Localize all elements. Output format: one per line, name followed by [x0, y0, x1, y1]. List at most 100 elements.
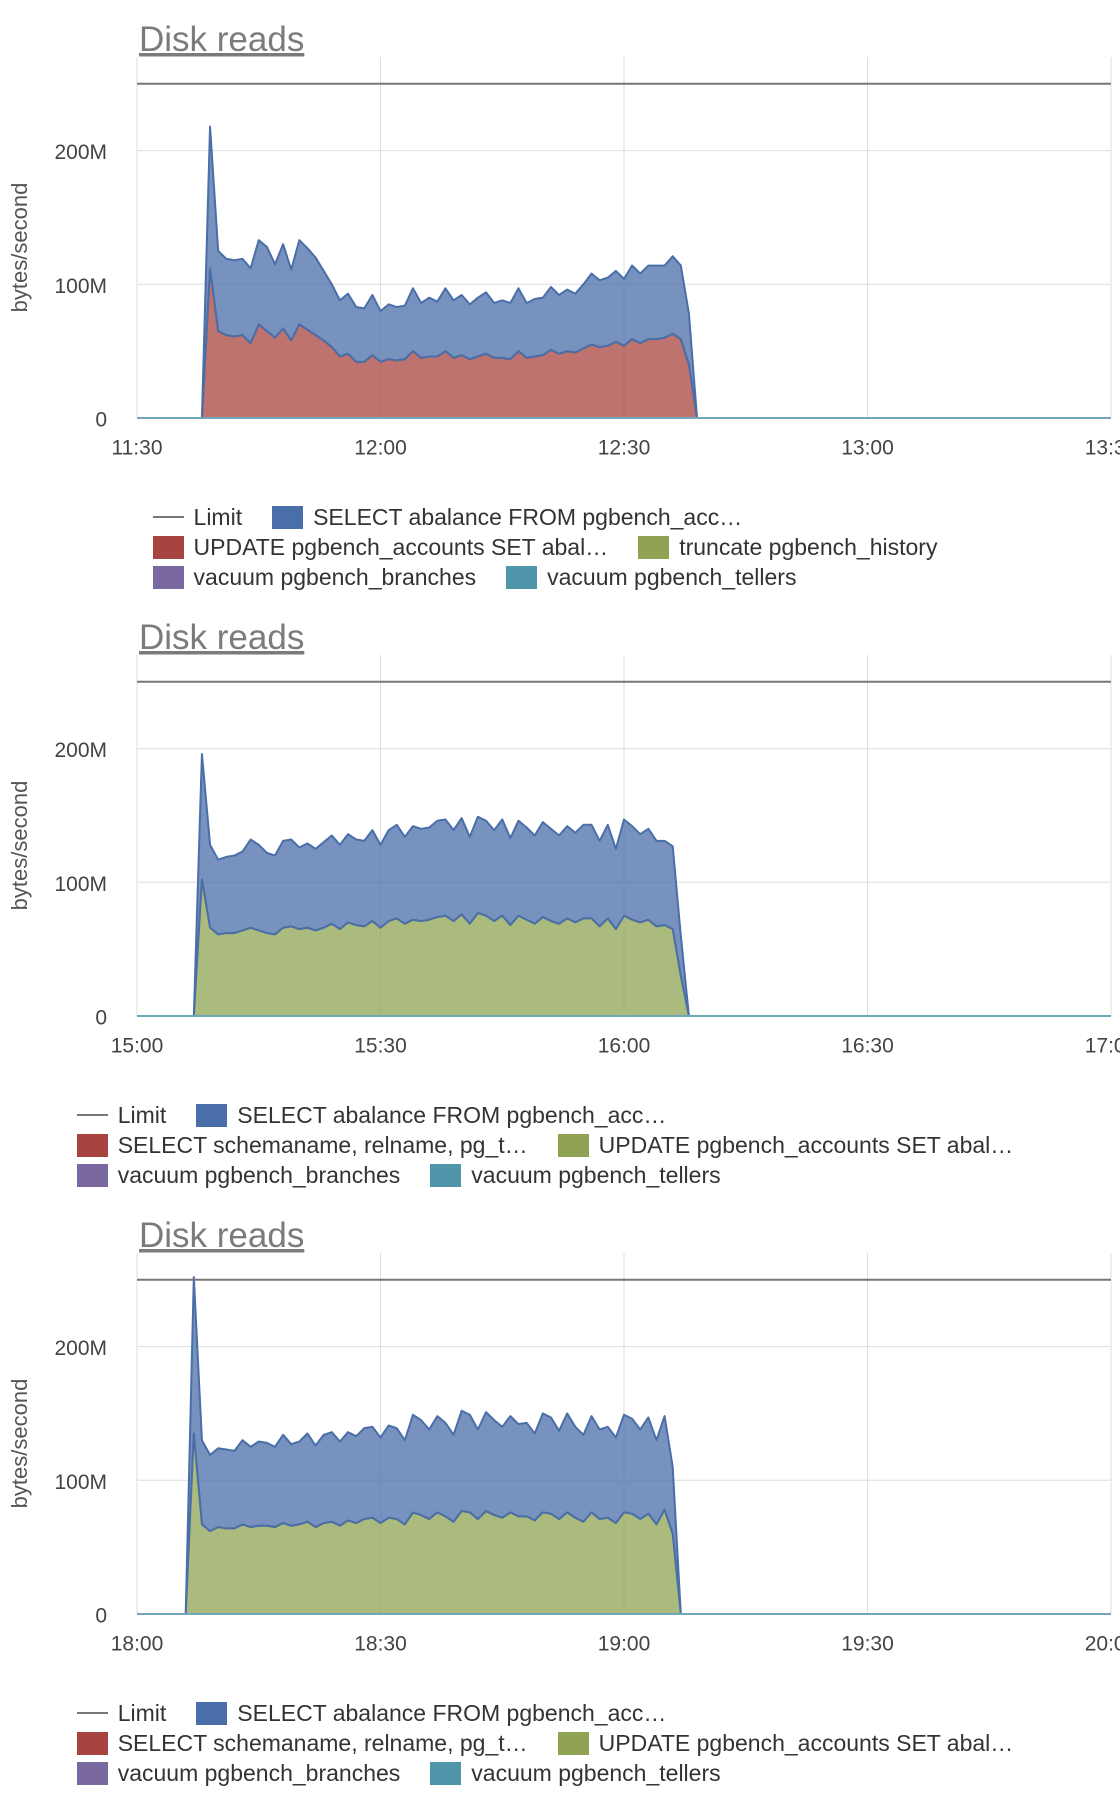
legend-item: SELECT abalance FROM pgbench_acc…	[272, 504, 742, 531]
legend-item: UPDATE pgbench_accounts SET abal…	[557, 1131, 1014, 1159]
legend-item: Limit	[76, 1699, 167, 1727]
chart-block: Disk reads bytes/second 11:30 12:00 12:30 13:…	[0, 0, 1120, 598]
chart-block: Disk reads bytes/second 15:00 15:30 16:00 16:…	[0, 598, 1120, 1196]
legend-row: SELECT schemaname, relname, pg_t… UPDATE …	[76, 1130, 1044, 1160]
y-tick-label: 100M	[54, 275, 107, 298]
legend-label: SELECT schemaname, relname, pg_t…	[117, 1729, 528, 1756]
legend: Limit SELECT abalance FROM pgbench_acc… SE…	[0, 1698, 1120, 1790]
y-tick-label: 0	[95, 409, 107, 432]
x-tick-label: 15:00	[111, 1035, 164, 1058]
legend-label: SELECT abalance FROM pgbench_acc…	[237, 1699, 667, 1726]
legend-label: SELECT abalance FROM pgbench_acc…	[237, 1101, 667, 1128]
legend-row: vacuum pgbench_branches vacuum pgbench_te…	[76, 1758, 1044, 1788]
y-tick-label: 100M	[54, 873, 107, 896]
legend-label: vacuum pgbench_tellers	[471, 1759, 721, 1786]
legend-label: SELECT abalance FROM pgbench_acc…	[313, 503, 743, 530]
legend-item: vacuum pgbench_tellers	[430, 1161, 721, 1189]
y-tick-label: 0	[95, 1007, 107, 1030]
legend-swatch	[76, 1133, 108, 1157]
legend-row: vacuum pgbench_branches vacuum pgbench_te…	[152, 562, 968, 592]
x-tick-label: 18:00	[111, 1633, 164, 1656]
x-tick-label: 15:30	[354, 1035, 407, 1058]
y-axis-label: bytes/second	[7, 781, 32, 911]
legend-swatch	[638, 535, 670, 559]
legend-label: UPDATE pgbench_accounts SET abal…	[598, 1131, 1014, 1158]
legend-item: vacuum pgbench_branches	[76, 1161, 401, 1189]
legend-swatch	[196, 1103, 228, 1127]
chart-block: Disk reads bytes/second 18:00 18:30 19:00 19:…	[0, 1196, 1120, 1794]
legend-swatch	[152, 516, 184, 518]
legend-label: UPDATE pgbench_accounts SET abal…	[193, 533, 609, 560]
x-tick-label: 16:30	[841, 1035, 894, 1058]
x-tick-label: 12:30	[598, 437, 651, 460]
legend-item: vacuum pgbench_branches	[152, 563, 477, 591]
legend-swatch	[557, 1133, 589, 1157]
legend-label: vacuum pgbench_tellers	[471, 1161, 721, 1188]
x-tick-label: 19:30	[841, 1633, 894, 1656]
legend-item: UPDATE pgbench_accounts SET abal…	[152, 533, 609, 561]
y-axis-label: bytes/second	[7, 183, 32, 313]
legend-swatch	[76, 1712, 108, 1714]
legend-item: truncate pgbench_history	[638, 534, 937, 561]
legend-label: Limit	[193, 503, 243, 530]
legend-swatch	[196, 1701, 228, 1725]
legend-swatch	[557, 1731, 589, 1755]
x-tick-label: 11:30	[112, 437, 163, 460]
legend-label: vacuum pgbench_branches	[117, 1161, 401, 1188]
x-tick-label: 16:00	[598, 1035, 651, 1058]
legend-label: Limit	[117, 1101, 167, 1128]
x-tick-label: 18:30	[354, 1633, 407, 1656]
legend-row: Limit SELECT abalance FROM pgbench_acc…	[152, 502, 968, 532]
legend-label: vacuum pgbench_branches	[117, 1759, 401, 1786]
legend-row: SELECT schemaname, relname, pg_t… UPDATE …	[76, 1728, 1044, 1758]
x-tick-label: 19:00	[598, 1633, 651, 1656]
y-tick-label: 0	[95, 1605, 107, 1628]
legend-item: SELECT schemaname, relname, pg_t…	[76, 1729, 528, 1757]
legend: Limit SELECT abalance FROM pgbench_acc… UP…	[0, 502, 1120, 594]
legend-item: vacuum pgbench_tellers	[506, 564, 796, 591]
legend-swatch	[506, 565, 538, 589]
y-axis-label: bytes/second	[7, 1379, 32, 1509]
legend-box: Limit SELECT abalance FROM pgbench_acc… SE…	[76, 1698, 1044, 1788]
legend-label: UPDATE pgbench_accounts SET abal…	[598, 1729, 1014, 1756]
legend-item: SELECT abalance FROM pgbench_acc…	[196, 1700, 666, 1727]
y-tick-label: 200M	[54, 1337, 107, 1360]
legend: Limit SELECT abalance FROM pgbench_acc… SE…	[0, 1100, 1120, 1192]
legend-item: vacuum pgbench_tellers	[430, 1759, 721, 1787]
legend-swatch	[430, 1761, 462, 1785]
legend-item: SELECT schemaname, relname, pg_t…	[76, 1131, 528, 1159]
x-tick-label: 17:00	[1085, 1035, 1120, 1058]
chart: Disk reads bytes/second 18:00 18:30 19:00 19:…	[7, 1216, 1120, 1656]
legend-swatch	[152, 565, 184, 589]
x-tick-label: 13:00	[841, 437, 894, 460]
legend-item: SELECT abalance FROM pgbench_acc…	[196, 1102, 666, 1129]
legend-item: UPDATE pgbench_accounts SET abal…	[557, 1729, 1014, 1757]
x-tick-label: 13:30	[1085, 437, 1120, 460]
legend-label: truncate pgbench_history	[679, 533, 938, 560]
x-tick-label: 20:00	[1085, 1633, 1120, 1656]
legend-row: Limit SELECT abalance FROM pgbench_acc…	[76, 1698, 1044, 1728]
chart-title: Disk reads	[139, 20, 304, 59]
legend-swatch	[272, 505, 304, 529]
y-tick-label: 100M	[54, 1471, 107, 1494]
chart-title: Disk reads	[139, 1216, 304, 1255]
legend-row: Limit SELECT abalance FROM pgbench_acc…	[76, 1100, 1044, 1130]
legend-swatch	[76, 1731, 108, 1755]
y-tick-label: 200M	[54, 739, 107, 762]
legend-box: Limit SELECT abalance FROM pgbench_acc… UP…	[152, 502, 968, 592]
legend-label: vacuum pgbench_branches	[193, 563, 477, 590]
legend-swatch	[430, 1163, 462, 1187]
y-tick-label: 200M	[54, 141, 107, 164]
legend-row: UPDATE pgbench_accounts SET abal… truncat…	[152, 532, 968, 562]
chart: Disk reads bytes/second 11:30 12:00 12:30 13:…	[7, 20, 1120, 460]
legend-label: vacuum pgbench_tellers	[547, 563, 797, 590]
legend-swatch	[76, 1761, 108, 1785]
legend-label: Limit	[117, 1699, 167, 1726]
legend-item: Limit	[152, 503, 243, 531]
chart-title: Disk reads	[139, 618, 304, 657]
legend-box: Limit SELECT abalance FROM pgbench_acc… SE…	[76, 1100, 1044, 1190]
legend-label: SELECT schemaname, relname, pg_t…	[117, 1131, 528, 1158]
legend-swatch	[76, 1163, 108, 1187]
x-tick-label: 12:00	[354, 437, 407, 460]
